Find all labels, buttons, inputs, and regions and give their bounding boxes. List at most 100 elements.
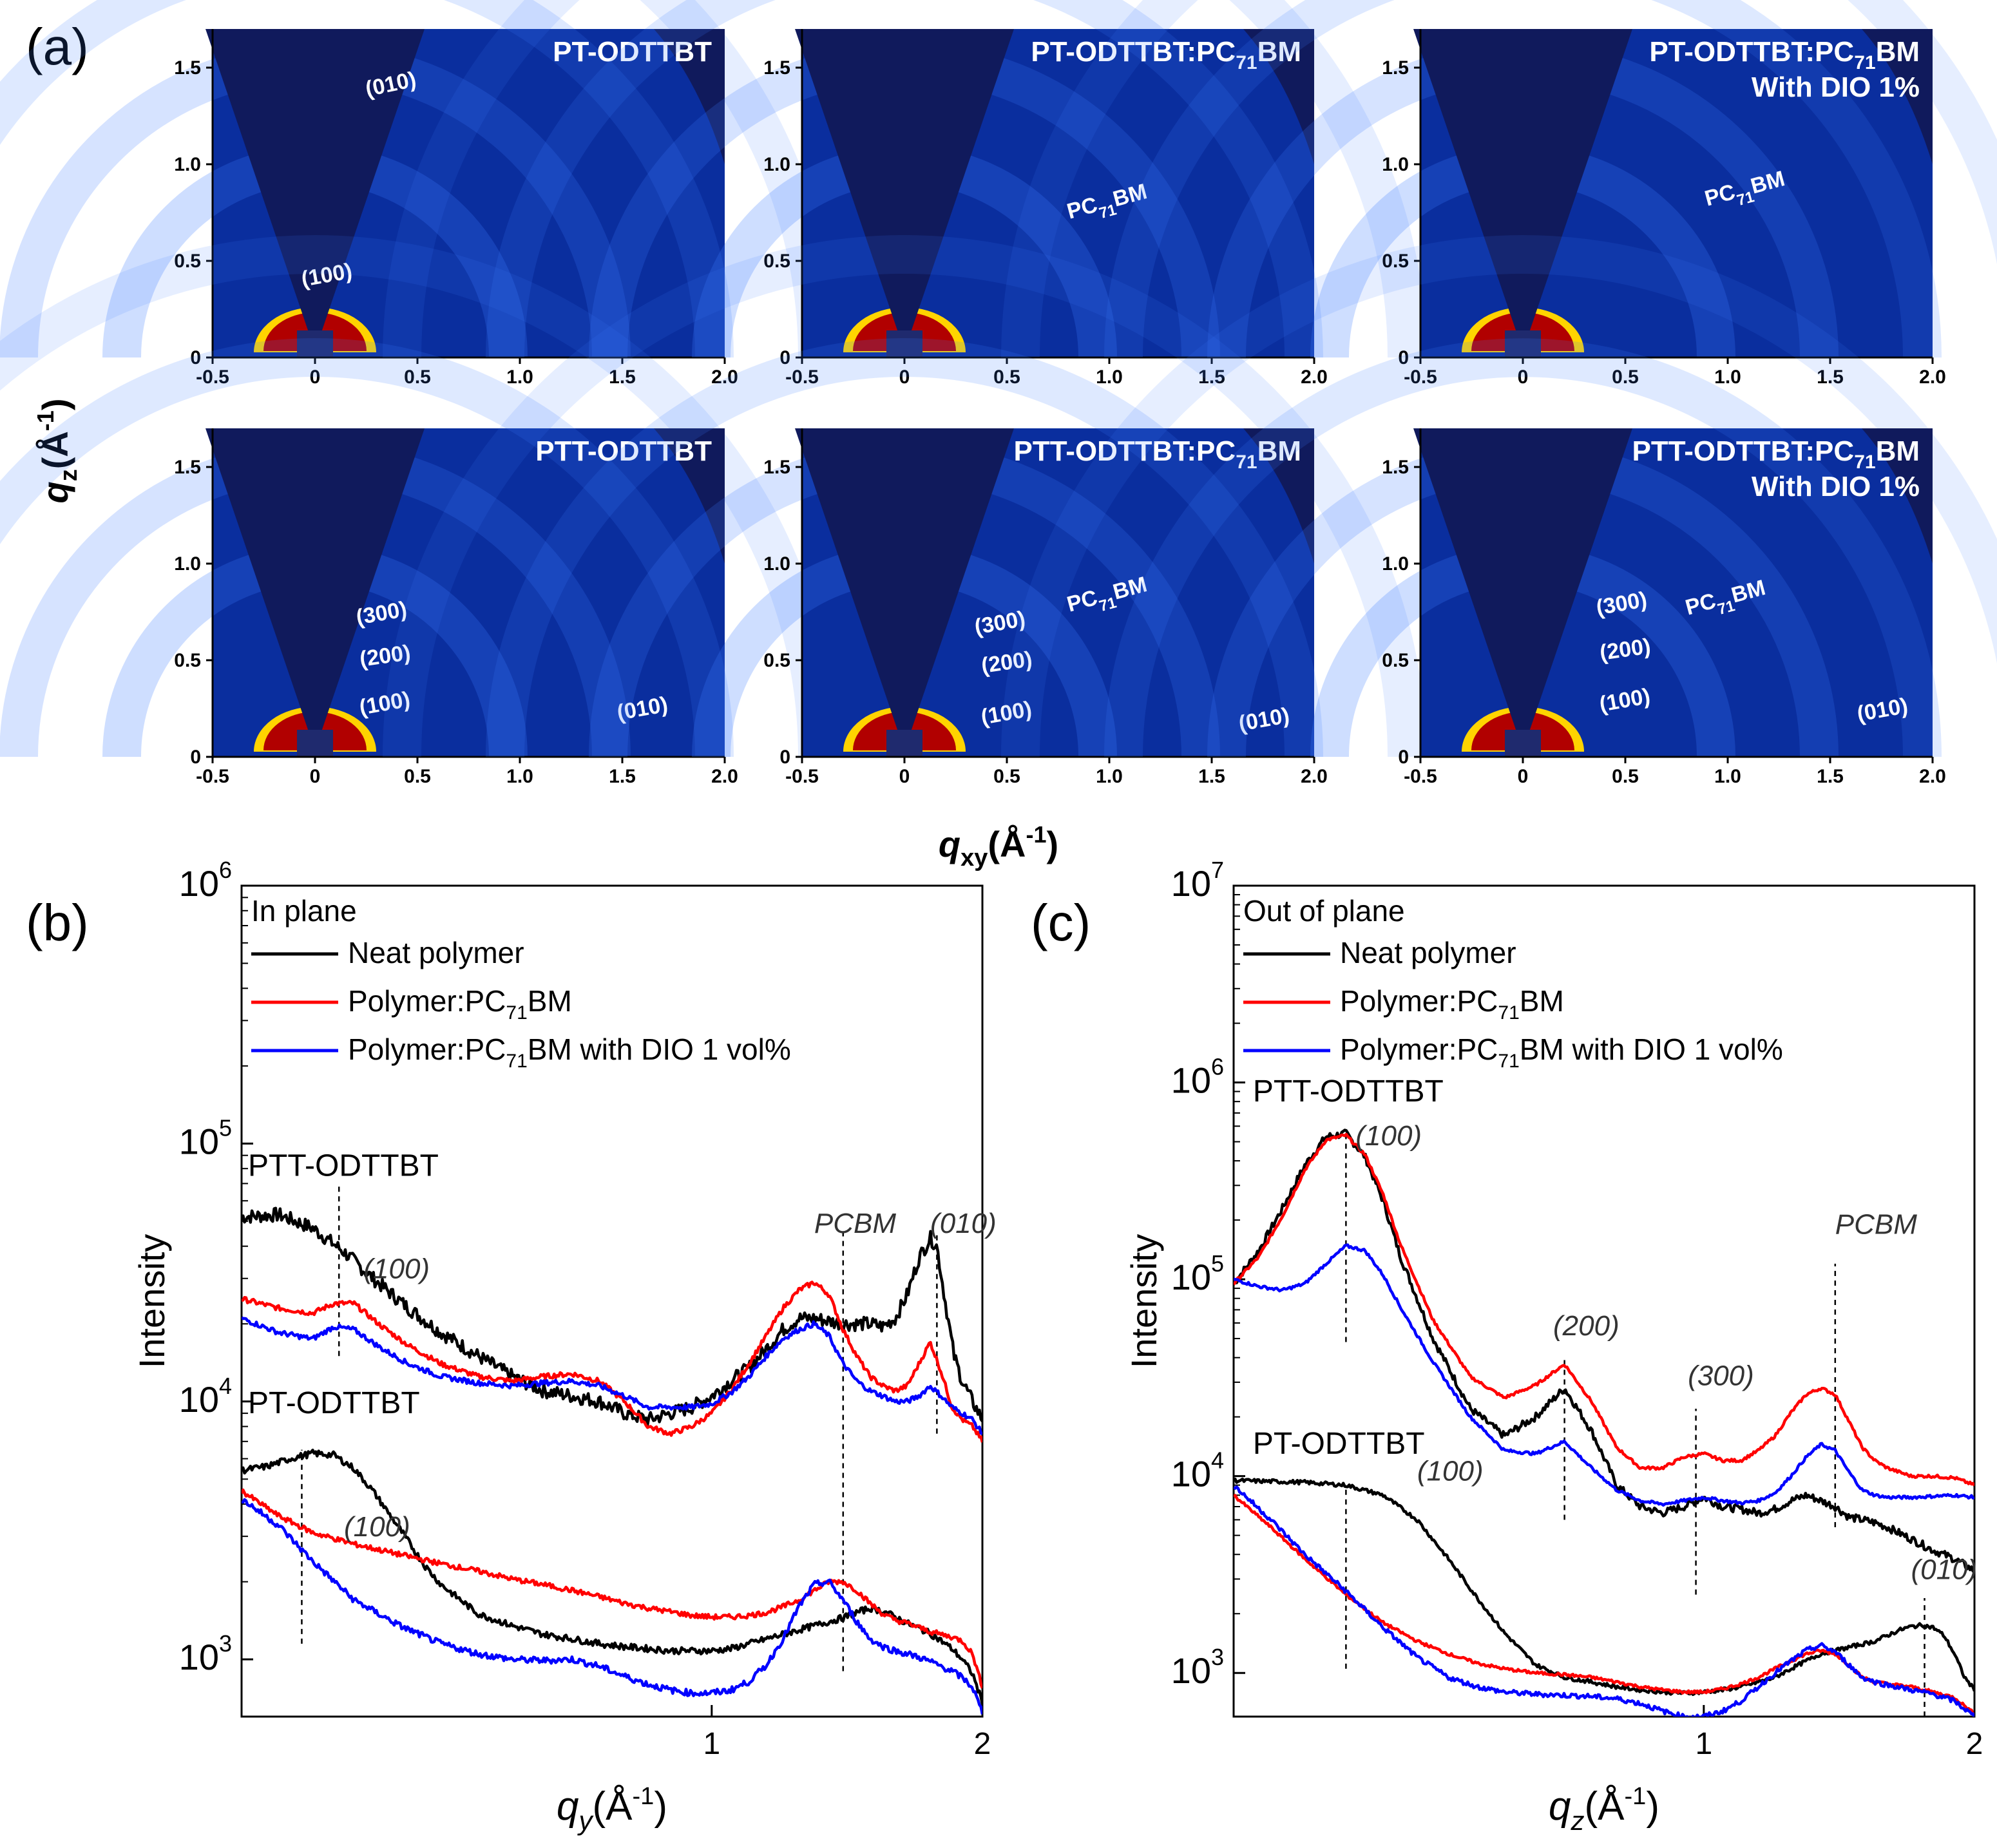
panel-title-sub: 71 [1236,452,1257,473]
y-tick-label: 104 [179,1373,232,1420]
legend-label-base: Polymer:PC [348,1033,506,1066]
panel-title-sub: 71 [1236,52,1257,73]
y-tick-label: 0.5 [763,251,790,272]
sample-label: PT-ODTTBT [248,1386,420,1420]
y-tick-label: 1.0 [763,553,790,575]
x-label-exp: -1 [633,1783,655,1810]
peak-label: (010) [1911,1554,1977,1585]
panel-title-base: PTT-ODTTBT [535,435,712,467]
panel-title-tail: BM [1876,435,1920,467]
plot-frame [1232,884,1976,1718]
peak-label: (100) [1417,1455,1484,1487]
scattering-ring [383,235,1426,757]
plot-title: Out of plane [1243,894,1405,928]
legend-label: Polymer:PC71BM [348,984,572,1024]
peak-label: (200) [1553,1310,1620,1342]
y-tick-label: 103 [1171,1644,1224,1691]
x-tick-label: 2.0 [1919,766,1946,787]
x-axis-label: qy(Å-1) [557,1783,667,1836]
y-tick-label: 1.5 [174,57,201,79]
giwaxs-panel-1: -0.5 0 0.5 1.0 1.5 2.000.51.01.5PT-ODTTBT(010… [0,0,837,388]
x-tick-label: -0.5 [196,367,229,388]
panel-label-b: (b) [26,894,89,951]
x-label-close: ) [1646,1784,1659,1829]
y-tick-exp: 4 [1211,1447,1224,1474]
sample-label: PTT-ODTTBT [248,1148,439,1183]
giwaxs-panel-3: -0.5 0 0.5 1.0 1.5 2.000.51.01.5PT-ODTTBT:PC7… [1001,0,1997,388]
y-tick-base: 10 [179,1379,219,1420]
sample-label: PTT-ODTTBT [1253,1074,1444,1109]
beamstop [1505,330,1541,357]
beamstop [886,330,922,357]
series-line [242,1488,982,1689]
x-tick-label: 0 [1518,367,1529,388]
legend-label-base: Neat polymer [348,936,524,969]
panel-title-tail: BM [1257,435,1301,467]
x-tick-label: 1.5 [1198,766,1225,787]
panel-title-line2: With DIO 1% [1752,71,1920,103]
y-tick-label: 0.5 [1382,650,1409,671]
y-tick-label: 1.5 [174,457,201,478]
y-tick-base: 10 [1171,863,1211,904]
y-tick-base: 10 [179,1121,219,1161]
y-tick-label: 0.5 [1382,251,1409,272]
x-tick-label: 2.0 [1301,766,1328,787]
y-tick-base: 10 [1171,1257,1211,1297]
scattering-ring [486,338,1323,757]
x-tick-label: 0.5 [993,766,1020,787]
x-tick-label: 1.5 [1198,367,1225,388]
x-tick-label: 1.0 [1714,367,1741,388]
legend-label-base: Polymer:PC [348,984,506,1018]
legend-label-base: Polymer:PC [1340,984,1498,1018]
y-tick-label: 1.5 [763,57,790,79]
x-tick-label: 1.5 [1817,766,1844,787]
detector-edge-mask [1243,428,1314,564]
panel-title-sub: 71 [1854,52,1875,73]
scattering-ring [0,338,734,757]
x-tick-label: 1 [703,1727,720,1761]
x-tick-label: -0.5 [785,367,819,388]
scattering-ring [0,235,837,757]
peak-label: (300) [1688,1360,1754,1391]
peak-label: PCBM [814,1208,896,1239]
legend-label: Polymer:PC71BM with DIO 1 vol% [1340,1033,1783,1072]
y-tick-base: 10 [1171,1650,1211,1691]
y-tick-base: 10 [1171,1454,1211,1494]
missing-wedge-mask [205,428,425,750]
x-tick-label: 0 [310,367,321,388]
series-line [1234,1132,1974,1487]
peak-label: PCBM [1835,1209,1917,1241]
peak-label: (100) [344,1511,410,1543]
x-tick-label: 1.0 [1096,766,1123,787]
y-axis-label: Intensity [131,1234,172,1369]
y-tick-label: 1.0 [763,154,790,175]
x-tick-label: 2 [974,1727,991,1761]
scattering-ring [486,0,1323,358]
panel-title-tail: BM [1876,36,1920,68]
scattering-ring [1104,338,1942,757]
y-tick-label: 106 [179,857,232,904]
legend-label-tail: BM with DIO 1 vol% [528,1033,791,1066]
x-tick-label: 2.0 [1919,367,1946,388]
series-line [1234,1477,1974,1697]
peak-label: (100) [363,1253,430,1285]
y-tick-exp: 6 [219,857,232,883]
beamstop [886,730,922,757]
x-tick-label: 1.0 [506,766,533,787]
x-tick-label: 1.0 [1714,766,1741,787]
y-tick-label: 1.0 [1382,154,1409,175]
scattering-ring [1104,0,1942,358]
y-tick-exp: 5 [219,1114,232,1141]
x-tick-label: 0 [1518,766,1529,787]
scattering-ring [1001,0,1997,358]
x-tick-label: -0.5 [785,766,819,787]
giwaxs-y-label-main: q [35,481,75,503]
series-line [1234,1129,1974,1574]
beamstop [297,730,333,757]
y-tick-label: 0 [1398,747,1409,768]
y-tick-label: 1.0 [174,553,201,575]
x-tick-label: 2 [1966,1727,1983,1761]
missing-wedge-mask [1413,29,1632,351]
x-tick-label: 0.5 [404,766,431,787]
